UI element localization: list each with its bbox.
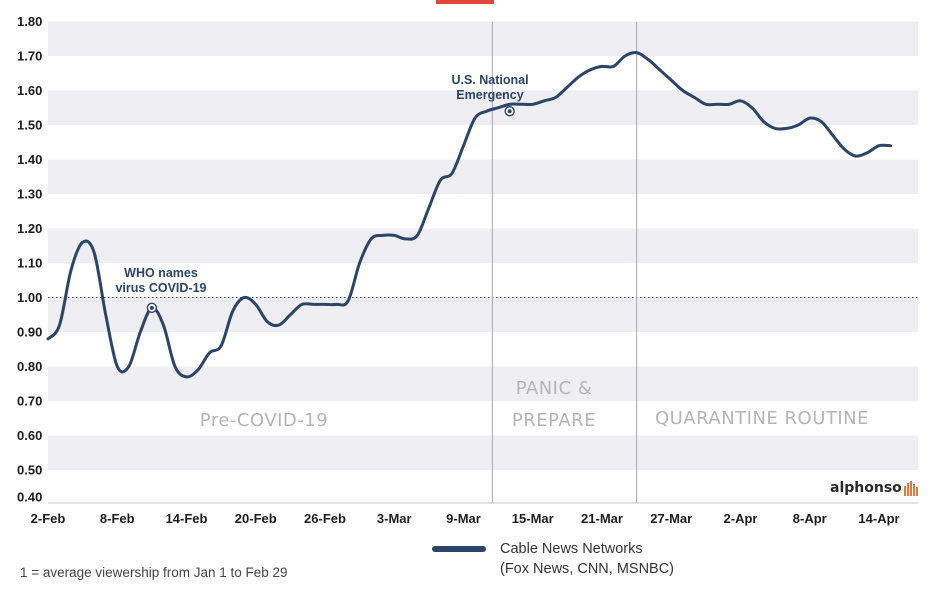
y-tick-label: 0.60 bbox=[17, 428, 42, 443]
reference-lines bbox=[48, 22, 918, 504]
y-tick-label: 0.40 bbox=[17, 490, 42, 505]
phase-label-panic-2: PREPARE bbox=[512, 410, 596, 431]
annotations: WHO names virus COVID-19 U.S. National E… bbox=[115, 73, 529, 314]
x-tick-label: 2-Apr bbox=[724, 511, 758, 526]
y-tick-label: 1.70 bbox=[17, 49, 42, 64]
brand-logo: alphonso bbox=[830, 477, 920, 499]
x-tick-label: 26-Feb bbox=[304, 511, 346, 526]
x-axis: 2-Feb 8-Feb 14-Feb 20-Feb 26-Feb 3-Mar 9-Mar 15… bbox=[31, 511, 900, 526]
annotation-who-line1: WHO names bbox=[124, 266, 198, 280]
legend-sublabel: (Fox News, CNN, MSNBC) bbox=[500, 561, 675, 577]
y-tick-label: 0.90 bbox=[17, 325, 42, 340]
brand-name: alphonso bbox=[830, 480, 902, 496]
x-tick-label: 20-Feb bbox=[235, 511, 277, 526]
y-tick-label: 1.80 bbox=[17, 14, 42, 29]
legend-swatch bbox=[432, 546, 486, 552]
y-tick-label: 1.10 bbox=[17, 256, 42, 271]
x-tick-label: 8-Apr bbox=[793, 511, 827, 526]
phase-labels: Pre-COVID-19 PANIC & PREPARE QUARANTINE … bbox=[200, 378, 869, 431]
background-bands bbox=[48, 21, 918, 470]
x-tick-label: 21-Mar bbox=[581, 511, 623, 526]
y-tick-label: 0.70 bbox=[17, 394, 42, 409]
annotation-marker-dot-1 bbox=[507, 109, 512, 114]
y-axis: 0.40 0.50 0.60 0.70 0.80 0.90 1.00 1.10 1.20 1.30… bbox=[17, 14, 42, 505]
x-tick-label: 8-Feb bbox=[100, 511, 135, 526]
y-tick-label: 1.30 bbox=[17, 187, 42, 202]
band bbox=[48, 366, 918, 401]
brand-bars-icon bbox=[903, 481, 918, 496]
annotation-who-line2: virus COVID-19 bbox=[115, 281, 206, 295]
phase-label-panic-1: PANIC & bbox=[516, 378, 593, 399]
x-tick-label: 14-Apr bbox=[858, 511, 899, 526]
x-tick-label: 14-Feb bbox=[166, 511, 208, 526]
phase-label-quarantine: QUARANTINE ROUTINE bbox=[655, 408, 869, 429]
band bbox=[48, 228, 918, 263]
y-tick-label: 1.50 bbox=[17, 118, 42, 133]
x-tick-label: 9-Mar bbox=[446, 511, 481, 526]
annotation-emergency-line1: U.S. National bbox=[451, 73, 528, 87]
series-cable-news bbox=[46, 50, 892, 379]
y-tick-label: 0.80 bbox=[17, 359, 42, 374]
series-line bbox=[46, 50, 892, 379]
annotation-emergency-line2: Emergency bbox=[456, 88, 523, 102]
phase-label-precovid: Pre-COVID-19 bbox=[200, 410, 328, 431]
top-accent-bar bbox=[436, 0, 494, 4]
band bbox=[48, 90, 918, 125]
annotation-marker-dot-0 bbox=[149, 305, 154, 310]
y-tick-label: 0.50 bbox=[17, 463, 42, 478]
y-tick-label: 1.00 bbox=[17, 290, 42, 305]
legend-label: Cable News Networks bbox=[500, 541, 643, 557]
x-tick-label: 2-Feb bbox=[31, 511, 66, 526]
x-tick-label: 3-Mar bbox=[377, 511, 412, 526]
x-tick-label: 27-Mar bbox=[650, 511, 692, 526]
band bbox=[48, 435, 918, 470]
y-tick-label: 1.20 bbox=[17, 221, 42, 236]
y-tick-label: 1.60 bbox=[17, 83, 42, 98]
legend: Cable News Networks (Fox News, CNN, MSNB… bbox=[500, 539, 674, 579]
band bbox=[48, 297, 918, 332]
footnote: 1 = average viewership from Jan 1 to Feb… bbox=[20, 565, 288, 580]
band bbox=[48, 159, 918, 194]
x-tick-label: 15-Mar bbox=[512, 511, 554, 526]
band bbox=[48, 21, 918, 56]
y-tick-label: 1.40 bbox=[17, 152, 42, 167]
